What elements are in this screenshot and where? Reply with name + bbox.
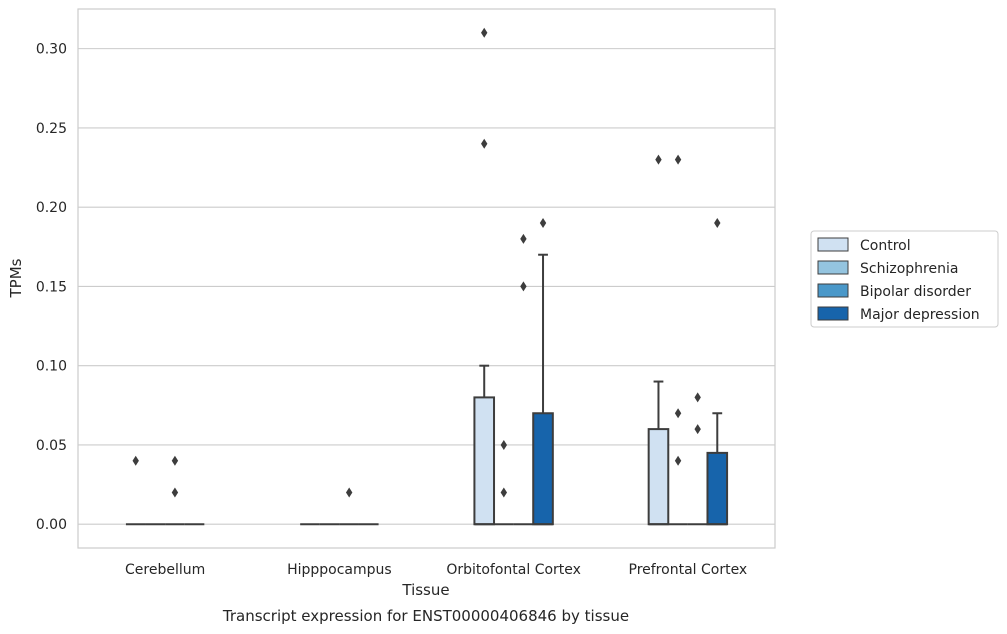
outlier-point [674, 154, 682, 165]
box-schizophrenia [494, 439, 514, 526]
x-axis-ticks: Cerebellum Hipppocampus Orbitofontal Corte… [125, 562, 747, 578]
plot-background [78, 9, 775, 548]
boxes [125, 27, 729, 526]
outlier-point [500, 439, 508, 450]
y-tick-label: 0.25 [36, 121, 67, 137]
legend-label: Schizophrenia [860, 261, 958, 277]
plot-area [77, 8, 776, 549]
legend: Control Schizophrenia Bipolar disorder Majo… [810, 230, 999, 328]
legend-swatch [817, 260, 849, 275]
outlier-point [481, 27, 488, 38]
box-body [647, 428, 670, 526]
outlier-point [674, 455, 682, 466]
outlier-point [132, 455, 139, 466]
grid-lines [78, 48, 775, 525]
y-axis-label: TPMs [7, 258, 25, 298]
outlier-point [520, 233, 527, 244]
box-body [706, 451, 729, 526]
plot-frame [77, 8, 776, 549]
box-bipolar-disorder [339, 487, 359, 526]
y-tick-label: 0.20 [36, 200, 67, 216]
legend-frame [810, 230, 999, 328]
outlier-point [694, 424, 701, 435]
legend-swatch [817, 306, 849, 321]
outlier-point [481, 138, 488, 149]
legend-swatch [817, 237, 849, 252]
x-axis-label: Tissue [401, 581, 449, 599]
box-body [473, 396, 496, 526]
box-bipolar-disorder [165, 455, 185, 526]
legend-label: Control [860, 238, 911, 254]
outlier-point [171, 487, 179, 498]
outlier-point [500, 487, 508, 498]
box-schizophrenia [668, 154, 688, 526]
outlier-point [674, 408, 682, 419]
box-control [125, 455, 146, 526]
box-control [473, 27, 496, 526]
outlier-point [539, 218, 547, 229]
outlier-point [714, 218, 721, 229]
y-axis-ticks: 0.00 0.05 0.10 0.15 0.20 0.25 0.30 [36, 42, 67, 534]
y-tick-label: 0.05 [36, 438, 67, 454]
outlier-point [345, 487, 353, 498]
box-bipolar-disorder [687, 392, 708, 526]
legend-label: Bipolar disorder [860, 284, 971, 300]
box-major-depression [532, 218, 554, 526]
y-tick-label: 0.15 [36, 279, 67, 295]
box-bipolar-disorder [513, 233, 534, 526]
y-tick-label: 0.30 [36, 42, 67, 58]
y-tick-label: 0.00 [36, 517, 67, 533]
box-body [532, 412, 554, 526]
chart-caption: Transcript expression for ENST0000040684… [222, 607, 629, 625]
outlier-point [171, 455, 179, 466]
box-major-depression [706, 218, 729, 526]
x-tick-label: Prefrontal Cortex [629, 562, 748, 578]
y-tick-label: 0.10 [36, 359, 67, 375]
x-tick-label: Hipppocampus [287, 562, 392, 578]
outlier-point [520, 281, 527, 292]
x-tick-label: Cerebellum [125, 562, 205, 578]
outlier-point [694, 392, 701, 403]
legend-swatch [817, 283, 849, 298]
box-control [647, 154, 670, 526]
outlier-point [655, 154, 662, 165]
x-tick-label: Orbitofontal Cortex [446, 562, 581, 578]
legend-label: Major depression [860, 307, 980, 323]
